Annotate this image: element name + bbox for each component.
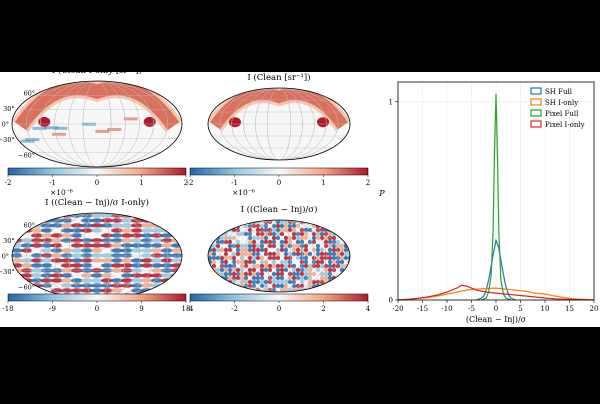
map-panel-2: I (Clean [sr⁻¹]) -2 -1 0 1 2 ×10⁻⁶ [187,72,371,197]
x-tick-label: -20 [392,305,403,313]
series-line-4 [397,284,595,301]
colorbar [189,167,369,176]
legend-label: Pixel Full [545,110,579,118]
map-title: I (Clean [sr⁻¹]) [247,72,310,83]
graticule-line [231,88,327,160]
graticule-line [243,88,315,160]
colorbar-tick-label: -1 [231,179,238,187]
graticule-line [25,213,169,299]
colorbar-tick-label: 2 [321,305,325,313]
graticule-line [243,220,315,292]
graticule-line [219,88,339,160]
x-tick-label: 15 [565,305,574,313]
colorbar-tick-label: -2 [187,179,194,187]
colorbar-tick-label: 2 [366,179,370,187]
latitude-label: −30° [0,268,15,276]
colorbar-tick-label: 0 [277,179,281,187]
y-axis-label: P [378,189,385,198]
legend-swatch-2 [530,98,542,106]
colorbar-tick-label: 1 [321,179,325,187]
map-panel-1: I (Clean I-only [sr⁻¹]) 60° 30° 0° −30°−60° -… [0,65,188,197]
series-line-1 [476,238,516,301]
map-outline [207,87,351,161]
latitude-label: 30° [3,105,15,113]
graticule-line [54,213,140,299]
legend-swatch-4 [530,120,542,128]
colorbar [189,293,369,302]
map-title: I ((Clean − Inj)/σ) [241,204,318,215]
legend-swatch-3 [530,109,542,117]
legend-swatch-1 [530,87,542,95]
colorbar-tick-label: 0 [95,179,99,187]
map-outline [207,219,351,293]
latitude-label: 60° [23,90,35,98]
graticule-line [255,88,303,160]
latitude-label: −60° [18,151,35,159]
graticule-line [219,220,339,292]
map-panel-4: I ((Clean − Inj)/σ) -4 -2 0 2 4 [187,204,371,313]
colorbar-tick-label: -2 [231,305,238,313]
x-axis-label: (Clean − Inj)/σ [466,315,527,324]
colorbar [7,293,187,302]
graticule-line [266,88,292,160]
map-outline [11,80,183,168]
colorbar-tick-label: 2 [184,179,188,187]
map-field [12,213,182,299]
latitude-label: 30° [3,237,15,245]
x-tick-label: 10 [541,305,550,313]
x-tick-label: -10 [441,305,452,313]
graticule-line [40,213,154,299]
colorbar-tick-label: 1 [139,179,143,187]
colorbar-tick-label: -9 [49,305,56,313]
colorbar-exponent: ×10⁻⁶ [232,188,255,197]
x-tick-label: -5 [468,305,475,313]
colorbar-tick-label: -18 [2,305,13,313]
graticule-line [255,220,303,292]
map-field [12,81,182,167]
colorbar-tick-label: 0 [277,305,281,313]
colorbar [7,167,187,176]
map-title: I ((Clean − Inj)/σ I-only) [45,197,149,208]
x-tick-label: 20 [590,305,599,313]
graticule-line [231,220,327,292]
y-tick-label: 0 [389,297,393,305]
histogram-panel: -20 -15 -10 -5 0 5 10 15 20 0 1 (Clean − Inj)/σ P SH … [378,81,599,324]
series-line-2 [397,287,595,301]
y-tick-label: 1 [389,98,393,106]
colorbar-tick-label: -1 [49,179,56,187]
colorbar-tick-label: -4 [187,305,194,313]
colorbar-tick-label: 0 [95,305,99,313]
legend-label: Pixel I-only [545,121,585,129]
x-tick-label: 5 [518,305,522,313]
legend-label: SH Full [545,88,573,96]
map-field [208,88,350,160]
graticule-line [68,213,126,299]
graticule-line [266,220,292,292]
latitude-label: 60° [23,222,35,230]
x-tick-label: 0 [494,305,498,313]
colorbar-tick-label: -2 [5,179,12,187]
colorbar-tick-label: 4 [366,305,371,313]
graticule-line [68,81,126,167]
latitude-label: 0° [2,253,9,261]
map-title: I (Clean I-only [sr⁻¹]) [52,65,142,76]
latitude-label: −60° [18,283,35,291]
colorbar-tick-label: 9 [139,305,143,313]
graticule-line [25,81,169,167]
latitude-label: −30° [0,136,15,144]
graticule-line [40,81,154,167]
colorbar-tick-label: 18 [182,305,191,313]
map-panel-3: I ((Clean − Inj)/σ I-only) 60° 30° 0° −30°−6… [0,197,190,313]
maps-panel: I (Clean I-only [sr⁻¹])60°30°0°−30°−60°-… [0,65,371,313]
legend-label: SH I-only [545,99,578,107]
graticule-line [82,213,112,299]
map-field [208,220,350,292]
graticule-line [54,81,140,167]
colorbar-exponent: ×10⁻⁶ [50,188,73,197]
latitude-label: 0° [2,121,9,129]
x-tick-label: -15 [417,305,428,313]
graticule-line [82,81,112,167]
